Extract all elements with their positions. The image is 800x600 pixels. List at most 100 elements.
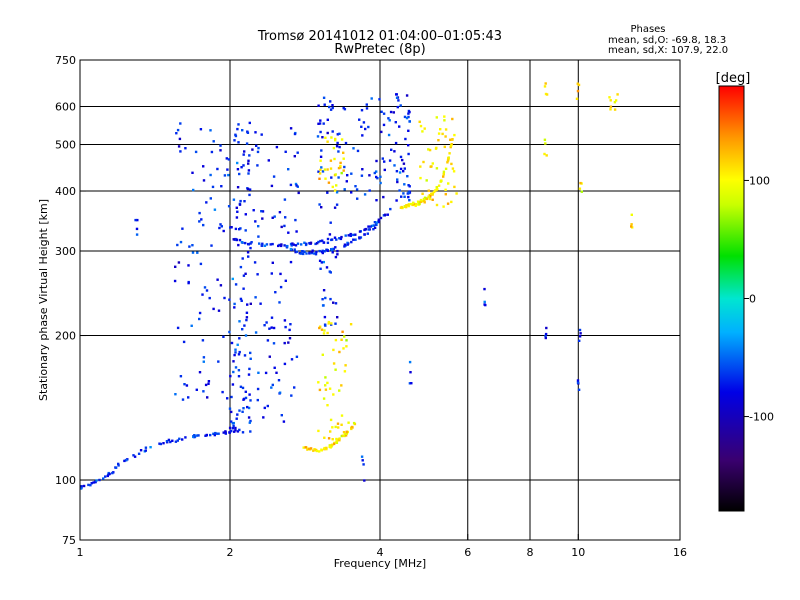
point-o bbox=[241, 410, 244, 413]
point-o bbox=[331, 104, 334, 107]
point-o bbox=[205, 201, 208, 204]
point-o bbox=[236, 413, 239, 416]
point-x bbox=[325, 446, 328, 450]
point-x bbox=[328, 445, 331, 448]
point-o bbox=[544, 332, 548, 336]
point-o bbox=[283, 224, 286, 228]
point-o bbox=[230, 420, 233, 423]
point-o bbox=[394, 121, 397, 124]
point-x bbox=[333, 189, 337, 192]
point-o bbox=[278, 391, 282, 394]
point-o bbox=[108, 472, 111, 476]
point-o bbox=[363, 193, 367, 196]
point-o bbox=[280, 243, 283, 246]
point-o bbox=[305, 242, 308, 245]
point-o bbox=[329, 100, 332, 103]
point-o bbox=[334, 302, 338, 305]
point-o bbox=[207, 380, 211, 383]
point-o bbox=[375, 159, 378, 163]
point-o bbox=[236, 210, 239, 213]
point-o bbox=[270, 386, 273, 389]
y-tick-label: 400 bbox=[55, 185, 76, 198]
point-o bbox=[377, 218, 381, 221]
point-o bbox=[241, 257, 244, 260]
point-o bbox=[409, 371, 412, 374]
point-o bbox=[209, 129, 212, 132]
point-o bbox=[202, 390, 205, 393]
point-o bbox=[329, 297, 332, 301]
point-o bbox=[289, 183, 293, 187]
point-o bbox=[187, 396, 190, 399]
point-o bbox=[214, 431, 217, 435]
point-o bbox=[320, 166, 323, 169]
point-o bbox=[209, 173, 212, 177]
point-o bbox=[303, 241, 306, 244]
point-o bbox=[235, 417, 238, 420]
point-o bbox=[191, 171, 194, 174]
point-x bbox=[338, 389, 341, 392]
point-x bbox=[421, 130, 424, 133]
point-o bbox=[394, 141, 398, 145]
point-x bbox=[312, 449, 315, 452]
point-o bbox=[319, 239, 322, 243]
point-x bbox=[417, 201, 421, 204]
point-o bbox=[279, 285, 283, 289]
point-o bbox=[227, 158, 231, 161]
point-o bbox=[293, 248, 296, 251]
point-o bbox=[407, 191, 410, 194]
point-o bbox=[257, 235, 260, 238]
point-o bbox=[247, 416, 251, 419]
point-x bbox=[343, 432, 347, 436]
point-x bbox=[344, 434, 348, 437]
point-o bbox=[350, 240, 353, 244]
x-axis-label: Frequency [MHz] bbox=[334, 557, 426, 570]
point-o bbox=[337, 150, 340, 153]
point-o bbox=[191, 251, 195, 254]
point-x bbox=[318, 388, 322, 392]
point-o bbox=[251, 148, 254, 151]
point-o bbox=[125, 459, 128, 462]
point-o bbox=[295, 250, 299, 253]
point-o bbox=[177, 261, 181, 264]
point-o bbox=[117, 462, 120, 466]
point-x bbox=[332, 393, 335, 396]
point-o bbox=[289, 323, 292, 326]
point-o bbox=[396, 178, 399, 181]
point-x bbox=[340, 338, 343, 341]
point-o bbox=[395, 93, 398, 96]
point-o bbox=[305, 252, 308, 255]
point-x bbox=[545, 154, 548, 157]
point-o bbox=[296, 242, 300, 245]
point-o bbox=[323, 103, 326, 106]
point-o bbox=[236, 161, 239, 165]
x-tick-label: 1 bbox=[77, 546, 84, 559]
point-o bbox=[320, 206, 323, 209]
point-o bbox=[278, 243, 281, 247]
point-o bbox=[336, 133, 339, 136]
point-o bbox=[395, 96, 399, 99]
point-o bbox=[257, 225, 260, 228]
point-o bbox=[349, 232, 352, 236]
point-o bbox=[283, 198, 287, 201]
point-x bbox=[328, 444, 331, 447]
point-x bbox=[307, 447, 311, 450]
point-o bbox=[343, 243, 347, 246]
y-axis-ticks: 75 100 200 300 400 500 600 750 bbox=[55, 54, 86, 547]
point-o bbox=[331, 106, 334, 110]
point-o bbox=[294, 182, 298, 186]
point-o bbox=[244, 229, 247, 232]
point-o bbox=[275, 371, 278, 374]
point-o bbox=[178, 437, 181, 440]
y-axis-label: Stationary phase Virtual Height [km] bbox=[37, 199, 50, 401]
point-o bbox=[192, 435, 195, 439]
point-o bbox=[408, 199, 411, 202]
point-x bbox=[418, 120, 421, 123]
point-x bbox=[322, 397, 326, 400]
point-o bbox=[184, 147, 187, 150]
point-o bbox=[400, 195, 403, 198]
point-o bbox=[321, 136, 324, 139]
point-x bbox=[344, 364, 347, 367]
point-o bbox=[362, 463, 365, 466]
point-o bbox=[209, 433, 212, 437]
